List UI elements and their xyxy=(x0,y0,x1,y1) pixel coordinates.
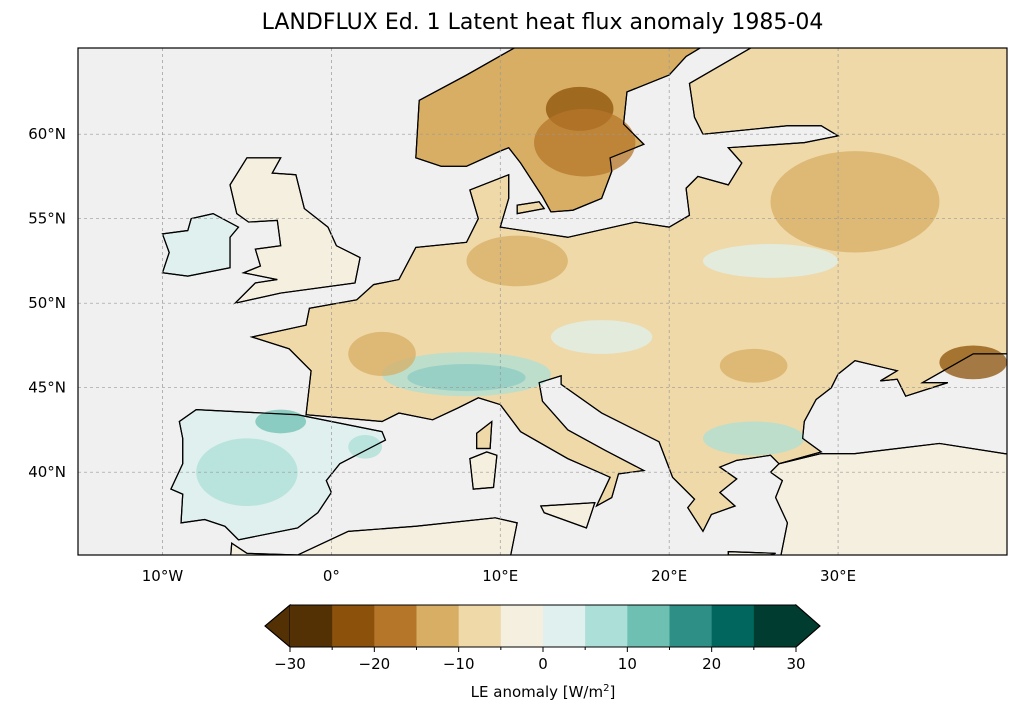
lat-tick-label: 55°N xyxy=(28,210,66,228)
anomaly-patch xyxy=(255,409,307,434)
colorbar-bin xyxy=(543,605,586,647)
lon-tick-label: 20°E xyxy=(651,567,687,585)
anomaly-patch xyxy=(348,435,383,459)
coastline xyxy=(230,517,518,555)
lat-tick-label: 50°N xyxy=(28,294,66,312)
anomaly-patch xyxy=(719,348,788,383)
anomaly-patch xyxy=(534,108,636,177)
colorbar-bin xyxy=(753,605,797,647)
coastline xyxy=(539,501,596,529)
colorbar-bin xyxy=(669,605,713,647)
coastline xyxy=(469,451,498,490)
colorbar-bin xyxy=(711,605,755,647)
anomaly-patch xyxy=(348,331,416,376)
coastline xyxy=(476,420,493,450)
colorbar-tick-label: 20 xyxy=(702,655,721,673)
lat-tick-label: 45°N xyxy=(28,379,66,397)
land-anomaly-layer xyxy=(161,48,1007,555)
anomaly-patch xyxy=(466,235,568,287)
anomaly-patch xyxy=(702,244,839,278)
coastline xyxy=(516,201,546,215)
colorbar-tick-label: −30 xyxy=(274,655,306,673)
colorbar-tick-label: 0 xyxy=(538,655,548,673)
axis-ticks: 10°W 0° 10°E 20°E 30°E 60°N 55°N 50°N 45°N 40°N xyxy=(28,125,856,585)
colorbar-tick-label: −10 xyxy=(443,655,475,673)
anomaly-patch xyxy=(939,345,1007,380)
colorbar-tick-label: −20 xyxy=(359,655,391,673)
colorbar-over-arrow xyxy=(795,603,821,649)
colorbar-bin xyxy=(290,605,333,647)
landmass-anatolia xyxy=(769,442,1007,555)
colorbar-bin xyxy=(627,605,670,647)
colorbar-bin xyxy=(585,605,628,647)
colorbar-bin xyxy=(416,605,460,647)
lon-tick-label: 10°W xyxy=(142,567,184,585)
lat-tick-label: 60°N xyxy=(28,125,66,143)
colorbar-bin xyxy=(332,605,375,647)
coastline xyxy=(170,409,387,541)
colorbar-label: LE anomaly [W/m2] xyxy=(471,683,616,701)
map-frame xyxy=(77,47,1008,556)
colorbar-bin xyxy=(374,605,417,647)
anomaly-patch xyxy=(702,421,805,456)
colorbar-bin xyxy=(458,605,502,647)
coastline xyxy=(229,157,361,305)
colorbar: −30 −20 −10 0 10 20 30 xyxy=(264,603,821,673)
lon-tick-label: 30°E xyxy=(820,567,856,585)
colorbar-under-arrow xyxy=(264,603,291,649)
colorbar-tick-label: 30 xyxy=(786,655,805,673)
coastline xyxy=(161,212,240,277)
anomaly-patch xyxy=(381,352,551,397)
coastline xyxy=(415,48,702,213)
coastline xyxy=(249,48,1007,533)
graticule xyxy=(78,48,1007,555)
lon-tick-label: 0° xyxy=(323,567,340,585)
anomaly-patch xyxy=(550,320,653,354)
colorbar-bin xyxy=(500,605,544,647)
anomaly-patch xyxy=(770,151,940,253)
map-title: LANDFLUX Ed. 1 Latent heat flux anomaly … xyxy=(261,10,824,35)
lat-tick-label: 40°N xyxy=(28,463,66,481)
coastline xyxy=(769,442,1007,555)
lon-tick-label: 10°E xyxy=(482,567,518,585)
colorbar-tick-label: 10 xyxy=(618,655,637,673)
coastline xyxy=(727,550,776,555)
